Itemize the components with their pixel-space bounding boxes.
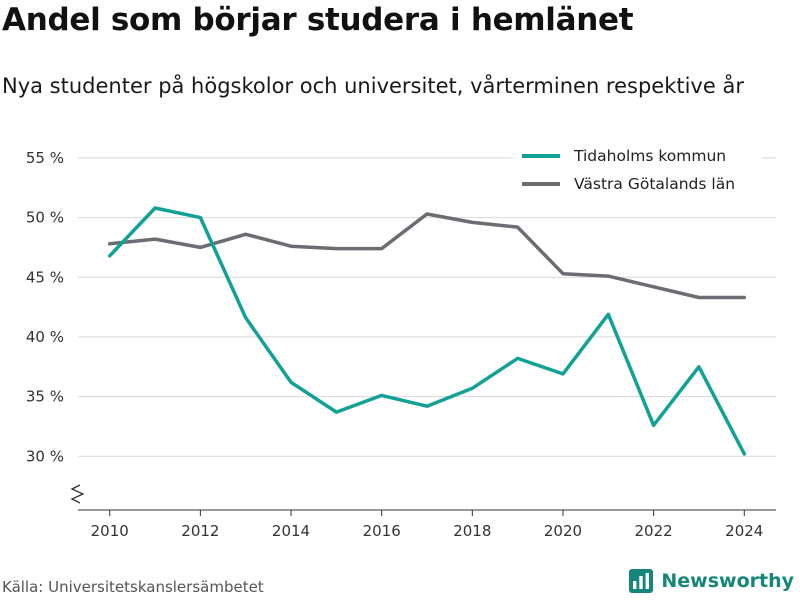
axis-break-marker <box>70 484 85 504</box>
y-tick-label: 40 % <box>26 328 64 346</box>
series-line-v-stra-g-talands-l-n[interactable] <box>107 212 747 300</box>
x-tick-label: 2012 <box>181 522 219 540</box>
legend-label: Västra Götalands län <box>574 175 735 193</box>
source-note: Källa: Universitetskanslersämbetet <box>2 578 264 596</box>
x-tick-label: 2024 <box>725 522 763 540</box>
series-line-tidaholms-kommun[interactable] <box>107 206 747 456</box>
x-tick-label: 2020 <box>544 522 582 540</box>
series-lines <box>107 206 747 456</box>
y-tick-label: 30 % <box>26 447 64 465</box>
axes: 30 % 35 % 40 % 45 % 50 % 55 % 2010 2012 2014 2016… <box>26 149 776 540</box>
y-tick-label: 35 % <box>26 388 64 406</box>
gridlines <box>78 157 776 457</box>
chart-title: Andel som börjar studera i hemlänet <box>2 2 634 38</box>
chart-subtitle: Nya studenter på högskolor och universit… <box>2 74 744 98</box>
brand-name: Newsworthy <box>661 570 794 592</box>
legend-label: Tidaholms kommun <box>573 147 726 165</box>
brand-logo[interactable]: Newsworthy <box>628 568 794 594</box>
x-tick-label: 2018 <box>453 522 491 540</box>
x-tick-label: 2010 <box>91 522 129 540</box>
legend: Tidaholms kommun Västra Götalands län <box>512 141 762 195</box>
y-tick-label: 45 % <box>26 268 64 286</box>
y-tick-label: 50 % <box>26 209 64 227</box>
x-tick-label: 2022 <box>635 522 673 540</box>
x-tick-label: 2014 <box>272 522 310 540</box>
x-tick-label: 2016 <box>363 522 401 540</box>
y-tick-label: 55 % <box>26 149 64 167</box>
newsworthy-icon <box>629 569 654 593</box>
